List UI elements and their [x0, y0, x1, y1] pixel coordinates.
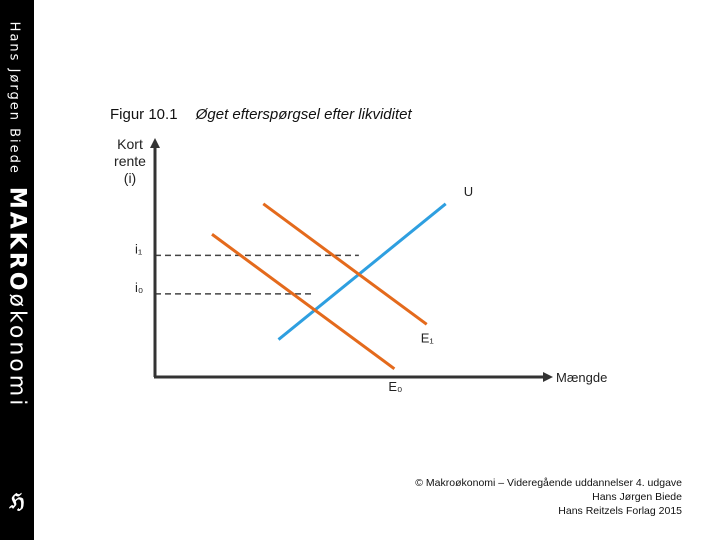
series-label-0: U [464, 184, 473, 199]
y-axis-label-line-3: (i) [123, 170, 137, 186]
copyright-line-3: Hans Reitzels Forlag 2015 [558, 505, 682, 517]
y-axis-label-line-1: Kort [117, 136, 143, 152]
x-axis-label: Mængde [556, 370, 607, 385]
figure-number: Figur 10.1 [110, 106, 178, 123]
series-label-1: E₁ [421, 330, 435, 345]
y-axis-label-line-2: rente [114, 153, 146, 169]
sidebar: Hans Jørgen Biede MAKRO økonomi ℌ [0, 0, 34, 540]
publisher-logo: ℌ [9, 489, 25, 513]
copyright-line-1: © Makroøkonomi – Videregående uddannelse… [415, 477, 682, 489]
series-line-0 [277, 202, 447, 341]
y-axis-label: Kort rente (i) [100, 136, 160, 187]
figure-title: Figur 10.1 Øget efterspørgsel efter likv… [110, 106, 412, 123]
copyright-line-2: Hans Jørgen Biede [592, 491, 682, 503]
copyright: © Makroøkonomi – Videregående uddannelse… [415, 476, 682, 518]
series-line-2 [211, 233, 396, 371]
figure-name: Øget efterspørgsel efter likviditet [195, 106, 412, 123]
level-label-0: i₁ [135, 241, 143, 256]
level-label-1: i₀ [135, 280, 143, 295]
series-line-1 [262, 202, 428, 326]
series-label-2: E₀ [388, 379, 402, 394]
